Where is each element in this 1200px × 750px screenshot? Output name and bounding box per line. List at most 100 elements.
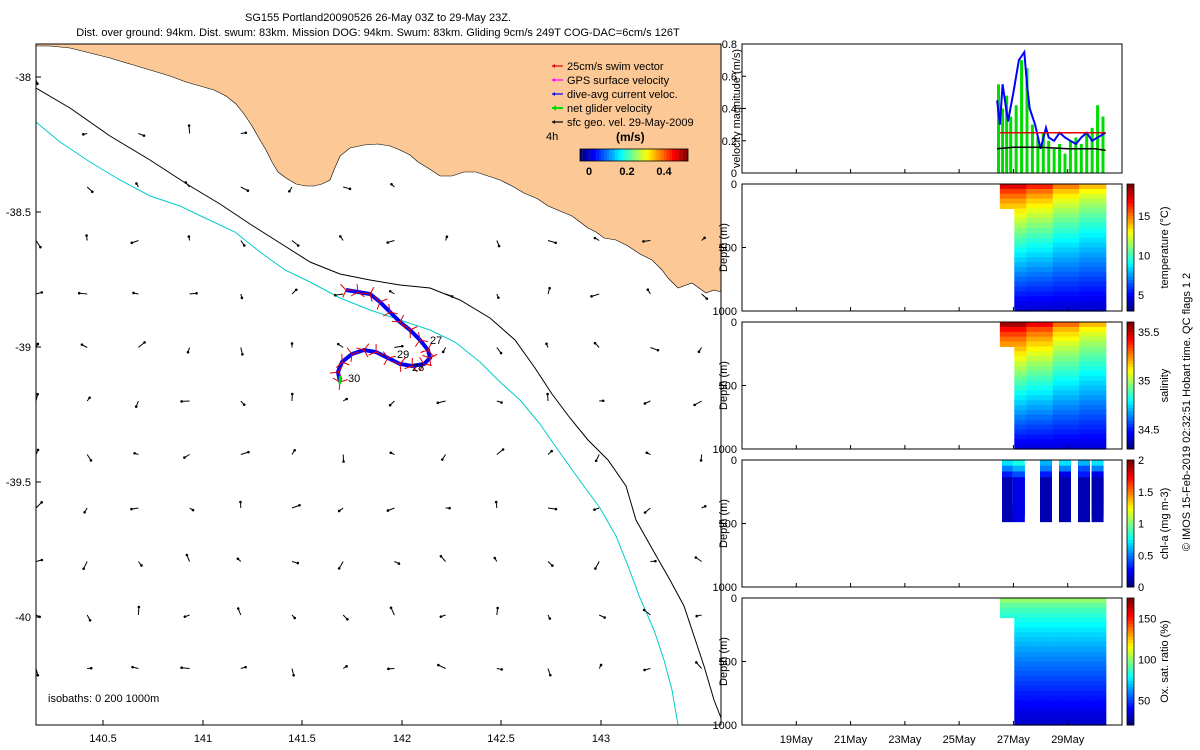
section-cell [1026, 267, 1030, 273]
colorbar-frame [1126, 183, 1135, 312]
section-cell [1086, 651, 1090, 658]
section-cell [1023, 676, 1027, 682]
section-cell [1081, 203, 1085, 210]
section-cell [1045, 356, 1049, 362]
ytick-label: 0.2 [722, 136, 737, 148]
section-cell [1064, 203, 1068, 210]
section-cell [1060, 400, 1064, 406]
geo-velocity-vector [240, 451, 249, 455]
section-cell [1072, 306, 1076, 312]
section-cell [1067, 646, 1071, 653]
section-cell [1076, 346, 1080, 352]
geo-velocity-arrowhead [40, 291, 44, 294]
section-cell [1014, 646, 1018, 653]
section-cell [1040, 671, 1044, 677]
section-cell [1019, 267, 1023, 273]
section-cell [1100, 267, 1104, 273]
section-cell [1007, 193, 1011, 200]
section-cell [1043, 237, 1047, 244]
section-cell [1100, 296, 1104, 302]
geo-velocity-arrowhead [493, 556, 497, 560]
velocity-series-line [996, 49, 1107, 150]
swim-vector [337, 371, 343, 380]
section-cell [1045, 336, 1049, 343]
swim-vector [420, 349, 429, 353]
section-cell [1021, 705, 1025, 711]
section-cell [1019, 434, 1023, 440]
section-cell [1047, 439, 1051, 445]
copyright-note: © IMOS 15-Feb-2019 02:32:51 Hobart time.… [1181, 273, 1193, 551]
section-cell [1079, 296, 1083, 302]
section-cell [1026, 184, 1030, 190]
section-cell [1091, 444, 1095, 450]
colorbar-segment [1127, 356, 1134, 361]
legend-4h-label: 4h [546, 131, 558, 143]
section-cell [1023, 695, 1027, 702]
geo-velocity-arrowhead [554, 507, 558, 511]
ytick-label: 0 [731, 317, 737, 329]
section-cell [1086, 424, 1090, 431]
map-colorbar-segment [650, 149, 653, 161]
section-cell [1081, 720, 1085, 726]
section-cell [1057, 390, 1061, 396]
section-cell [1045, 390, 1049, 396]
section-cell [1038, 326, 1042, 333]
section-cell [1023, 375, 1027, 382]
section-cell [1050, 695, 1054, 702]
colorbar-tick-label: 1.5 [1138, 487, 1153, 499]
section-cell [1026, 656, 1030, 663]
section-cell [1033, 306, 1037, 312]
section-cell [1033, 322, 1037, 328]
day-label-27: 27 [430, 335, 442, 347]
section-cell [1038, 370, 1042, 377]
section-cell [1052, 198, 1056, 205]
section-cell [1047, 661, 1051, 667]
swim-vector [339, 379, 348, 383]
section-cell [1045, 361, 1049, 367]
section-cell [1026, 198, 1030, 205]
section-cell [1038, 598, 1042, 604]
geo-velocity-arrowhead [441, 350, 445, 354]
colorbar-segment [1127, 472, 1134, 477]
section-cell [1081, 414, 1085, 421]
section-cell [1057, 193, 1061, 200]
section-cell [1067, 429, 1071, 435]
section-cell [1038, 257, 1042, 263]
section-cell [1047, 218, 1051, 224]
section-cell [1035, 622, 1039, 628]
section-cell [1033, 188, 1037, 195]
section-cell [1052, 651, 1056, 658]
section-cell [1069, 632, 1073, 638]
section-cell [1086, 267, 1090, 273]
section-cell [1072, 405, 1076, 411]
swim-vector [351, 351, 360, 355]
section-cell [1100, 617, 1104, 624]
section-cell [1011, 326, 1015, 333]
section-cell [1074, 291, 1078, 297]
section-cell [1019, 424, 1023, 431]
geo-velocity-arrowhead [336, 342, 340, 346]
section-cell [1014, 715, 1018, 721]
section-cell [1002, 607, 1006, 614]
colorbar-tick-label: 35 [1138, 376, 1150, 388]
section-cell [1100, 336, 1104, 343]
section-cell [1038, 395, 1042, 401]
section-cell [1047, 715, 1051, 721]
section-cell [1096, 651, 1100, 658]
ytick-label: 1000 [713, 306, 737, 318]
section-cell [1033, 602, 1037, 609]
colorbar-segment [1127, 395, 1134, 399]
section-cell [1062, 414, 1066, 421]
section-cell [1021, 602, 1025, 609]
colorbar-segment [1127, 463, 1134, 467]
colorbar-segment [1127, 322, 1134, 326]
section-cell [1031, 607, 1035, 614]
section-cell [1062, 607, 1066, 614]
section-cell [1011, 322, 1015, 328]
section-cell [1086, 380, 1090, 387]
section-cell [1023, 395, 1027, 401]
section-cell [1064, 715, 1068, 721]
section-cell [1050, 271, 1054, 278]
section-cell [1023, 322, 1027, 328]
section-cell [1055, 208, 1059, 214]
